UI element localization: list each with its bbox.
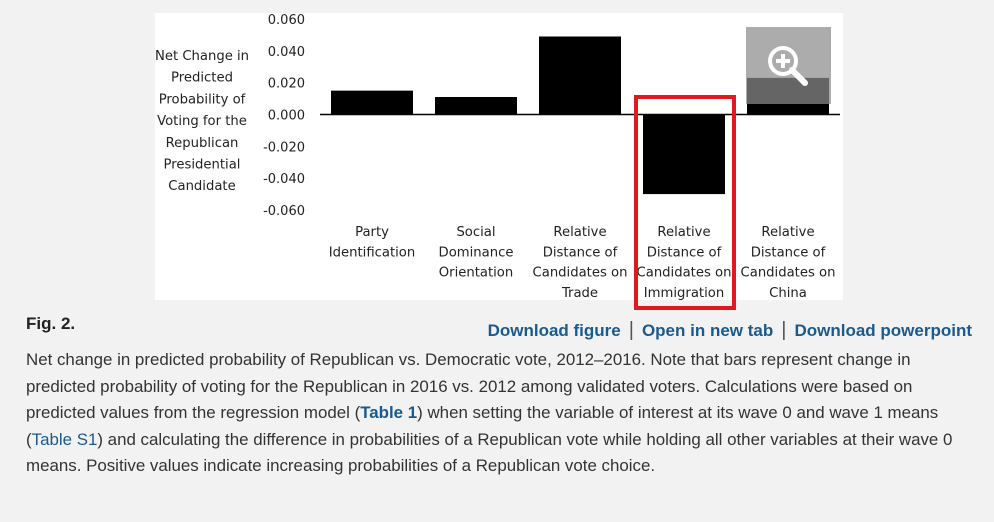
y-tick-label: 0.000 xyxy=(268,109,305,124)
y-axis-label: Candidate xyxy=(168,179,235,194)
y-axis-label: Voting for the xyxy=(157,114,247,129)
figure-image[interactable]: 0.060 0.040 0.020 0.000 -0.020 -0.040 -0.060 Ne… xyxy=(155,13,843,300)
figure-label: Fig. 2. xyxy=(26,314,76,333)
link-separator: | xyxy=(628,319,634,341)
y-axis-label: Predicted xyxy=(171,71,233,86)
y-tick-label: -0.040 xyxy=(263,172,305,187)
download-powerpoint-link[interactable]: Download powerpoint xyxy=(794,320,972,340)
y-axis-label: Probability of xyxy=(159,92,246,107)
table-s1-link[interactable]: Table S1 xyxy=(31,429,98,449)
y-tick-label: 0.040 xyxy=(268,45,305,60)
x-category-label: Candidates on xyxy=(741,266,836,281)
bar xyxy=(435,96,517,115)
caption-text: ) when setting the variable of interest … xyxy=(26,403,939,449)
table-1-link[interactable]: Table 1 xyxy=(360,403,418,422)
x-category-label: Relative xyxy=(657,225,710,240)
y-axis-label: Republican xyxy=(166,136,239,151)
x-category-label: Party xyxy=(355,225,389,240)
x-category-label: Identification xyxy=(329,245,415,260)
x-category-label: Relative xyxy=(761,225,814,240)
bar xyxy=(539,36,621,115)
x-category-label: Candidates on xyxy=(637,266,732,281)
figure-caption: Net change in predicted probability of R… xyxy=(26,347,976,480)
y-tick-label: 0.060 xyxy=(268,13,305,28)
x-category-label: Immigration xyxy=(644,286,724,300)
download-figure-link[interactable]: Download figure xyxy=(487,320,621,340)
y-axis-label: Net Change in xyxy=(155,49,249,64)
x-category-label: Candidates on xyxy=(533,266,628,281)
x-category-label: Social xyxy=(456,225,495,240)
open-new-tab-link[interactable]: Open in new tab xyxy=(641,320,774,340)
figure-links: Download figure | Open in new tab | Down… xyxy=(488,319,972,342)
x-category-label: Trade xyxy=(561,286,598,300)
x-category-label: Distance of xyxy=(751,245,826,260)
y-tick-label: 0.020 xyxy=(268,77,305,92)
x-category-label: Distance of xyxy=(647,245,722,260)
y-tick-label: -0.020 xyxy=(263,140,305,155)
bar xyxy=(331,90,413,115)
zoom-button[interactable] xyxy=(746,27,831,104)
bar xyxy=(643,114,725,195)
x-category-label: Orientation xyxy=(439,266,513,281)
zoom-in-magnifier-icon xyxy=(768,46,808,86)
caption-text: Net change in predicted probability of R… xyxy=(26,350,913,422)
link-separator: | xyxy=(781,319,787,341)
caption-text: ) and calculating the difference in prob… xyxy=(26,429,953,476)
y-axis-label: Presidential xyxy=(164,158,241,173)
x-category-label: Distance of xyxy=(543,245,618,260)
bar-chart: 0.060 0.040 0.020 0.000 -0.020 -0.040 -0.060 Ne… xyxy=(155,13,840,300)
x-category-label: China xyxy=(769,286,807,300)
x-category-label: Relative xyxy=(553,225,606,240)
y-tick-label: -0.060 xyxy=(263,204,305,219)
x-category-label: Dominance xyxy=(439,245,514,260)
